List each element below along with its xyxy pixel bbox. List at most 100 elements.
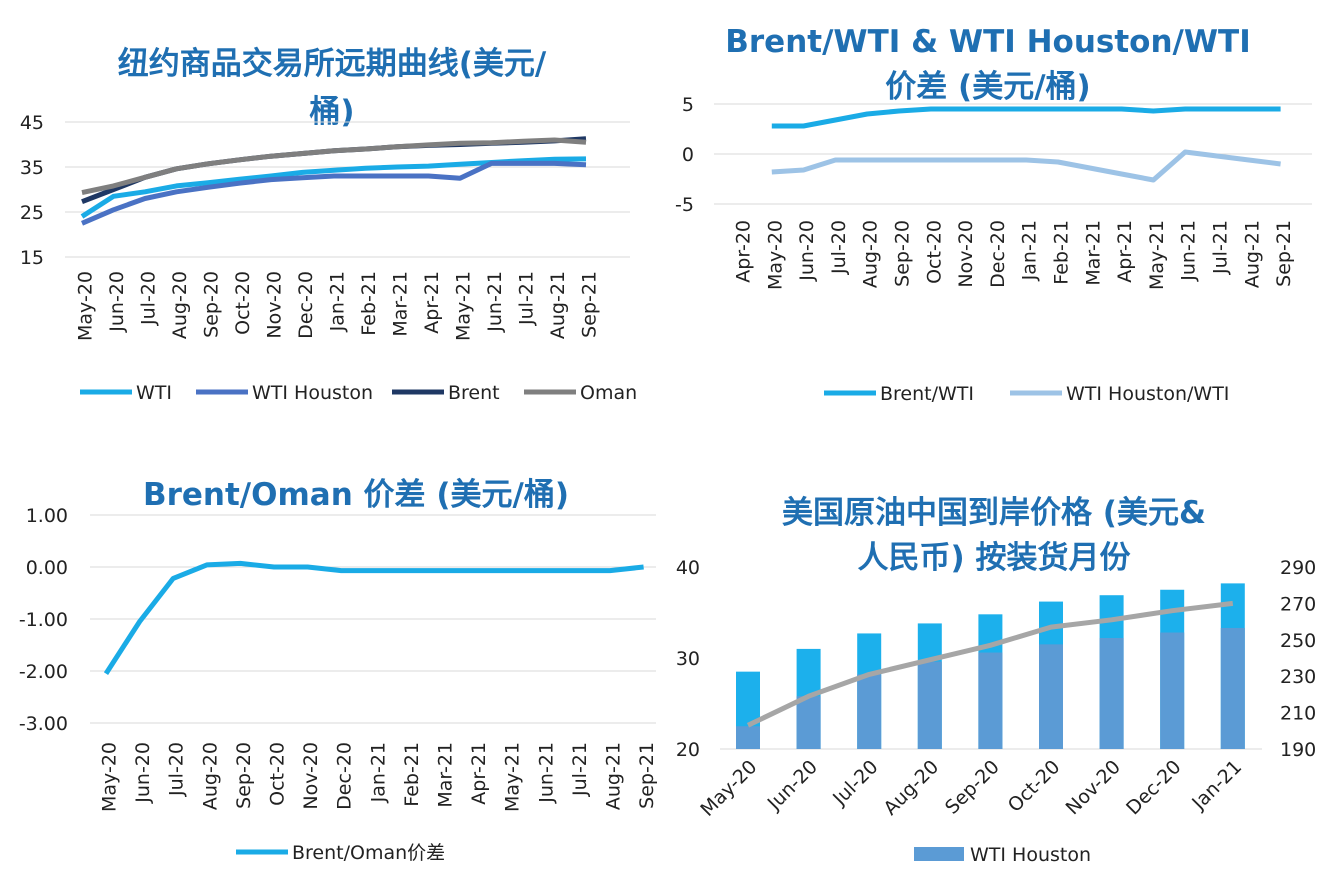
x-tick-label: May-20 [99, 742, 121, 812]
bar-wti-houston [796, 696, 821, 749]
bar-wti-houston [978, 652, 1003, 749]
x-tick-label: Oct-20 [1004, 756, 1065, 817]
bar-wti-houston [1039, 644, 1063, 749]
x-tick-label: May-20 [696, 756, 761, 821]
x-tick-label: Sep-20 [233, 742, 255, 809]
y-tick-label-right: 290 [1280, 557, 1316, 579]
x-tick-label: Apr-20 [733, 220, 755, 283]
x-tick-label: Dec-20 [1122, 756, 1186, 820]
chart-title: 价差 (美元/桶) [885, 69, 1090, 105]
y-tick-label-right: 270 [1280, 593, 1316, 615]
x-tick-label: Jun-20 [132, 742, 154, 804]
x-tick-label: Oct-20 [232, 271, 254, 335]
x-tick-label: Nov-20 [955, 220, 977, 288]
x-tick-label: Dec-20 [295, 271, 317, 339]
legend-label: WTI Houston [252, 382, 373, 404]
x-tick-label: Oct-20 [923, 220, 945, 284]
y-tick-label-left: 20 [676, 739, 700, 761]
series-line-wti [80, 156, 587, 219]
chart-title: 桶) [309, 94, 354, 130]
bar-wti-houston [1160, 632, 1185, 749]
x-tick-label: Jul-21 [569, 742, 591, 797]
x-tick-label: Feb-21 [358, 271, 380, 336]
y-tick-label: 15 [20, 247, 44, 269]
x-tick-label: Sep-20 [892, 220, 914, 287]
x-tick-label: Jul-21 [516, 271, 538, 326]
x-tick-label: May-21 [1146, 220, 1168, 290]
x-tick-label: Aug-21 [603, 742, 625, 810]
legend-label: WTI Houston/WTI [1066, 383, 1229, 405]
x-tick-label: Nov-20 [264, 271, 286, 339]
x-tick-label: Apr-21 [421, 271, 443, 334]
x-tick-label: Jul-20 [828, 756, 882, 810]
y-tick-label: 0.00 [26, 557, 68, 579]
x-tick-label: Jan-21 [1019, 220, 1041, 281]
x-tick-label: Mar-21 [1082, 220, 1104, 286]
chart-brent-oman-spread: Brent/Oman 价差 (美元/桶) 1.00 0.00 -1.00 -2.00 -3… [19, 477, 658, 864]
y-tick-label: -3.00 [19, 713, 68, 735]
x-tick-label: Sep-20 [201, 271, 223, 338]
chart-title: 人民币) 按装货月份 [858, 540, 1131, 576]
x-tick-label: Mar-21 [390, 271, 412, 337]
x-tick-label: Apr-21 [468, 742, 490, 805]
x-tick-label: Jan-21 [1187, 756, 1246, 815]
series-line-oman [81, 137, 587, 196]
y-tick-label: 35 [20, 157, 44, 179]
x-tick-label: Jun-20 [106, 271, 128, 333]
y-tick-label: 0 [682, 144, 694, 166]
x-tick-label: Jul-21 [1210, 220, 1232, 275]
x-tick-label: Jun-20 [796, 220, 818, 282]
x-tick-label: Aug-20 [879, 756, 943, 820]
x-tick-label: Jun-20 [763, 756, 822, 815]
chart-brent-wti-spread: Brent/WTI & WTI Houston/WTI 价差 (美元/桶) 5 0 -5… [675, 24, 1312, 405]
chart-nymex-forward-curve: 纽约商品交易所远期曲线(美元/桶) 45 35 25 15 May-20 Jun-20 Jul… [20, 46, 637, 404]
chart-title: 纽约商品交易所远期曲线(美元/ [118, 46, 547, 82]
x-tick-label: Aug-20 [199, 742, 221, 810]
chart-title: Brent/Oman 价差 (美元/桶) [143, 477, 569, 513]
x-tick-label: Jun-21 [1178, 220, 1200, 282]
x-tick-label: May-21 [502, 742, 524, 812]
x-tick-label: May-20 [764, 220, 786, 290]
y-tick-label-left: 40 [676, 557, 700, 579]
y-tick-label: -1.00 [19, 609, 68, 631]
x-tick-label: Mar-21 [435, 742, 457, 808]
x-tick-label: Jan-21 [367, 742, 389, 803]
chart-title: 美国原油中国到岸价格 (美元& [782, 495, 1206, 531]
series-line-wti-houston [81, 160, 587, 226]
y-tick-label-left: 30 [676, 648, 700, 670]
y-tick-label: -2.00 [19, 661, 68, 683]
x-tick-label: May-21 [453, 271, 475, 341]
y-tick-label: -5 [675, 194, 694, 216]
y-tick-label: 5 [682, 94, 694, 116]
legend-label: Brent/Oman价差 [292, 842, 445, 864]
x-tick-label: Sep-20 [941, 756, 1004, 819]
x-tick-label: Nov-20 [300, 742, 322, 810]
x-tick-label: Oct-20 [267, 742, 289, 806]
x-tick-label: Jul-20 [138, 271, 160, 326]
series-line-price [746, 600, 1234, 728]
y-tick-label-right: 250 [1280, 630, 1316, 652]
x-tick-label: Aug-20 [169, 271, 191, 339]
series-line-brent-oman [103, 560, 644, 675]
x-tick-label: Feb-21 [401, 742, 423, 807]
bar-wti-houston [736, 726, 760, 749]
x-tick-label: Dec-20 [334, 742, 356, 810]
x-tick-label: Jun-21 [484, 271, 506, 333]
chart-title: Brent/WTI & WTI Houston/WTI [725, 24, 1250, 60]
x-tick-label: Sep-21 [636, 742, 658, 809]
x-tick-label: Sep-21 [1273, 220, 1295, 287]
x-tick-label: Dec-20 [987, 220, 1009, 288]
bar-wti-houston [857, 674, 882, 749]
legend-label: Brent [448, 382, 500, 404]
bar-wti-houston [1220, 627, 1245, 749]
x-tick-label: Nov-20 [1062, 756, 1125, 819]
y-tick-label-right: 190 [1280, 739, 1316, 761]
legend-label: WTI [136, 382, 172, 404]
legend-swatch [914, 847, 964, 861]
legend-label: WTI Houston [970, 844, 1091, 866]
y-tick-label: 1.00 [26, 505, 68, 527]
x-tick-label: Apr-21 [1114, 220, 1136, 283]
x-tick-label: May-20 [75, 271, 97, 341]
y-tick-label: 45 [20, 112, 44, 134]
x-tick-label: Jul-20 [828, 220, 850, 275]
